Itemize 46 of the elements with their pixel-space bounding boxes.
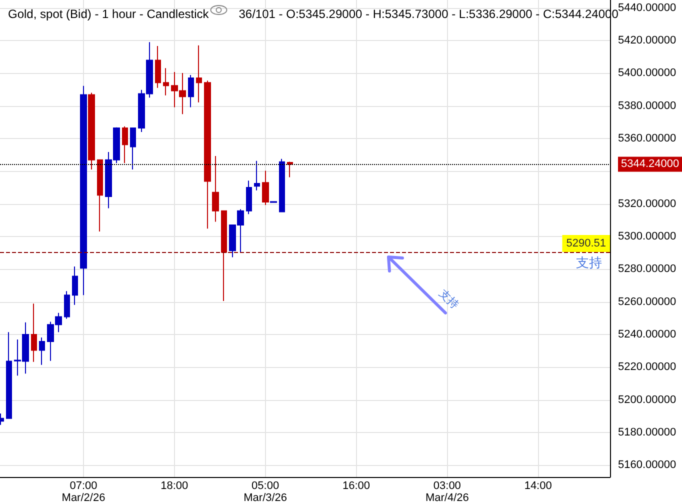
candlestick (155, 46, 161, 88)
annotation: 支持 (436, 286, 462, 312)
y-tick-label: 5320.00000 (618, 198, 676, 210)
y-tick-label: 5280.00000 (618, 263, 676, 276)
y-tick-label: 5200.00000 (618, 394, 676, 406)
y-tick-label: 5300.00000 (618, 230, 676, 242)
x-tick-label: 16:00 (342, 480, 370, 492)
candlestick (163, 68, 169, 96)
y-tick-label: 5240.00000 (618, 328, 676, 340)
candlestick (287, 161, 293, 178)
candlestick (122, 126, 128, 164)
y-tick-label: 5420.00000 (618, 34, 676, 46)
annotation: 支持 (576, 256, 602, 271)
x-tick-label: 14:00 (524, 480, 552, 492)
candlestick (279, 158, 285, 212)
candlestick (97, 159, 103, 232)
candlestick (254, 160, 260, 191)
candlestick (31, 303, 37, 362)
candlestick (64, 290, 70, 320)
y-tick-label: 5440.00000 (618, 2, 676, 14)
y-tick-label: 5160.00000 (618, 459, 676, 472)
ref-line-label: 5344.24000 (621, 158, 680, 170)
candlestick (212, 155, 219, 222)
y-tick-label: 5400.00000 (618, 67, 676, 80)
text: Gold, spot (Bid) - 1 hour - Candlestick (8, 7, 210, 21)
y-tick-label: 5260.00000 (618, 296, 676, 308)
ref-line-label: 5290.51 (566, 237, 606, 250)
candlestick (262, 170, 269, 206)
candlestick (39, 337, 45, 366)
y-tick-label: 5380.00000 (618, 100, 676, 112)
candlestick (72, 266, 78, 306)
y-tick-label: 5360.00000 (618, 132, 676, 144)
x-tick-label: 18:00 (160, 480, 188, 492)
y-tick-label: 5220.00000 (618, 361, 676, 374)
candlestick (130, 128, 136, 170)
candlestick (221, 210, 227, 302)
candlestick (6, 332, 12, 419)
y-tick-label: 5180.00000 (618, 426, 676, 438)
candlestick (188, 74, 194, 108)
x-tick-label: 07:00 Mar/2/26 (62, 480, 106, 504)
candlestick (246, 180, 252, 215)
candlestick (196, 44, 202, 103)
x-tick-label: 03:00 Mar/4/26 (425, 480, 469, 504)
x-tick-label: 05:00 Mar/3/26 (244, 480, 288, 504)
candlestick (204, 80, 211, 230)
candlestick (88, 92, 95, 170)
